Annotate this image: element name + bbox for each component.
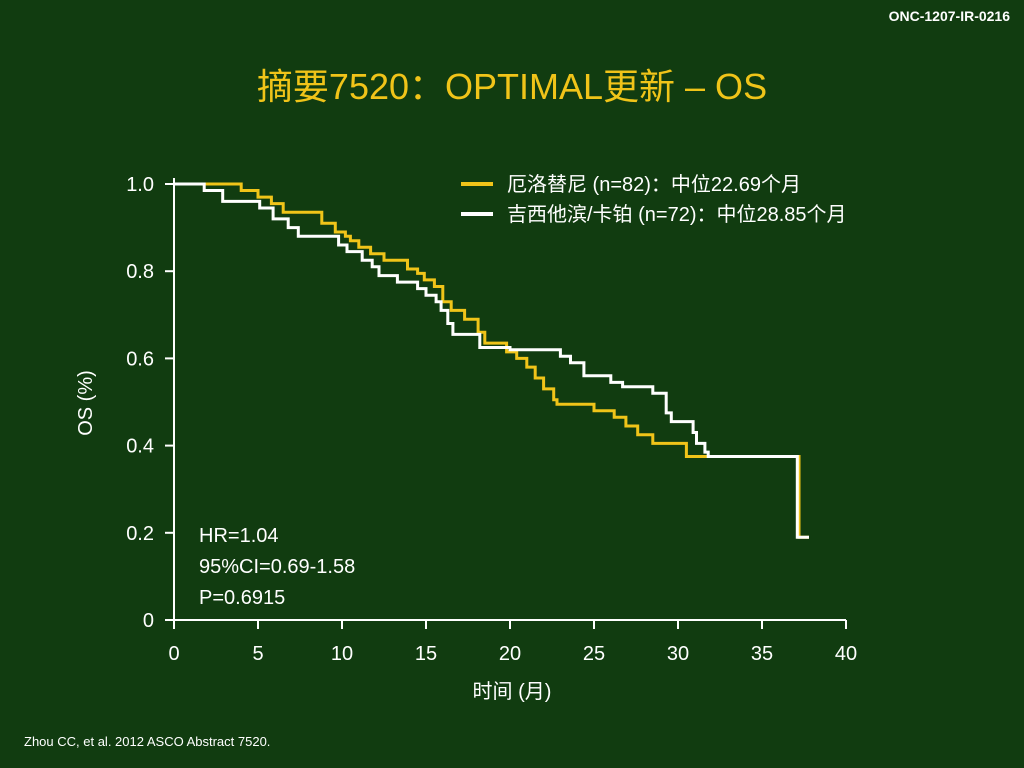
km-curve-2 <box>174 182 809 539</box>
y-tick-label: 0.2 <box>126 523 154 545</box>
km-curve-1 <box>174 182 809 539</box>
x-tick-label: 15 <box>415 643 437 665</box>
y-tick-label: 0 <box>143 610 154 632</box>
x-tick-label: 25 <box>583 643 605 665</box>
y-axis-label: OS (%) <box>75 370 97 436</box>
x-tick-label: 40 <box>835 643 857 665</box>
y-tick-label: 1.0 <box>126 174 154 196</box>
p-value-annotation: P=0.6915 <box>199 587 285 609</box>
legend-label-1: 厄洛替尼 (n=82)：中位22.69个月 <box>507 173 801 196</box>
slide-title: 摘要7520：OPTIMAL更新 – OS <box>256 66 768 107</box>
x-tick-label: 35 <box>751 643 773 665</box>
ci-annotation: 95%CI=0.69-1.58 <box>199 556 355 578</box>
x-tick-label: 5 <box>252 643 263 665</box>
x-tick-label: 30 <box>667 643 689 665</box>
x-tick-label: 0 <box>168 643 179 665</box>
legend-label-2: 吉西他滨/卡铂 (n=72)：中位28.85个月 <box>507 203 847 226</box>
x-tick-label: 10 <box>331 643 353 665</box>
chart-lines <box>174 182 809 539</box>
reference-citation: Zhou CC, et al. 2012 ASCO Abstract 7520. <box>24 734 271 749</box>
y-tick-label: 0.8 <box>126 261 154 283</box>
slide-code: ONC-1207-IR-0216 <box>888 8 1010 24</box>
y-tick-label: 0.6 <box>126 348 154 370</box>
x-tick-label: 20 <box>499 643 521 665</box>
chart-axes: 0 5 10 15 20 25 30 35 40 0 0.2 0.4 0.6 0.8 1.0 <box>126 174 857 665</box>
y-tick-label: 0.4 <box>126 436 154 458</box>
hr-annotation: HR=1.04 <box>199 525 279 547</box>
x-axis-label: 时间 (月) <box>473 680 552 703</box>
